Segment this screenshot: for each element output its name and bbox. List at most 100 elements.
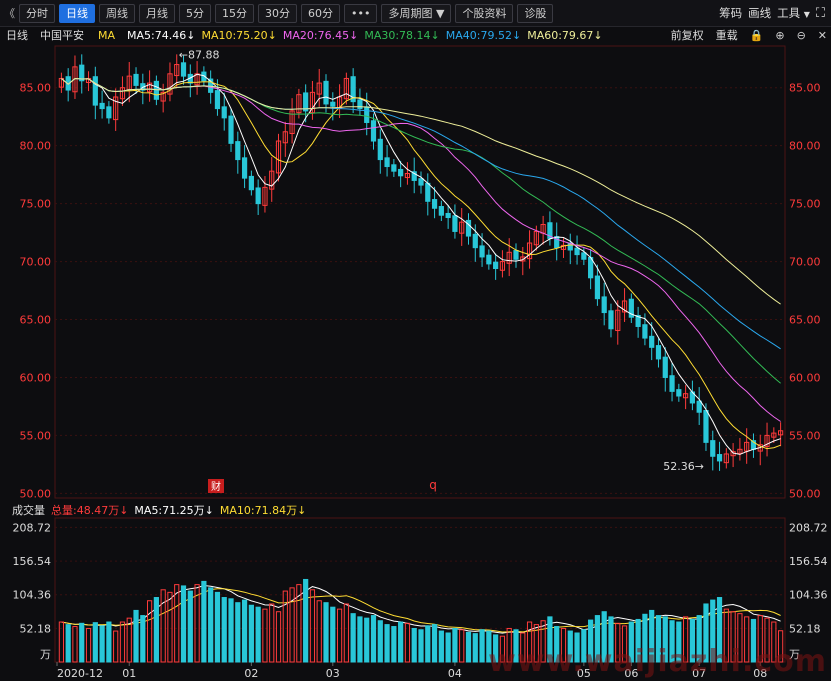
candle-body: [248, 175, 254, 191]
candle-body: [269, 170, 275, 190]
candle-body: [649, 335, 655, 348]
tab-intraday[interactable]: 分时: [19, 3, 55, 23]
candle-body: [167, 73, 173, 95]
volume-bar: [479, 629, 485, 663]
candle-body: [65, 76, 71, 91]
tab-30min[interactable]: 30分: [258, 3, 297, 23]
zoom-in-icon[interactable]: ⊕: [775, 28, 785, 42]
candle-body: [99, 102, 105, 110]
volume-bar: [398, 621, 404, 663]
tab-15min[interactable]: 15分: [215, 3, 254, 23]
candle-body: [554, 236, 560, 249]
price-tick-left: 60.00: [20, 371, 52, 384]
adjust-toggle[interactable]: 前复权: [670, 29, 704, 42]
tab-monthly[interactable]: 月线: [139, 3, 175, 23]
candle-body: [628, 298, 634, 318]
toolbar-right: 筹码 画线 工具 ▼ ⛶: [719, 0, 825, 26]
chart-grid: [54, 45, 786, 663]
price-tick-right: 70.00: [789, 256, 821, 269]
volume-bar: [126, 617, 132, 663]
volume-bar: [208, 587, 214, 663]
candle-body: [208, 78, 214, 93]
close-icon[interactable]: ✕: [817, 28, 827, 42]
candle-body: [757, 444, 763, 452]
zoom-out-icon[interactable]: ⊖: [796, 28, 806, 42]
reload-button[interactable]: 重载: [715, 29, 738, 42]
volume-frame: [54, 517, 786, 663]
volume-bar: [228, 598, 234, 663]
candle-body: [58, 77, 64, 88]
candle-body: [540, 223, 546, 234]
volume-bar: [336, 608, 343, 663]
volume-bar: [262, 608, 268, 663]
legend-right: 前复权 重载 🔒 ⊕ ⊖ ✕: [665, 27, 827, 43]
candle-body: [696, 400, 702, 413]
candle-body: [710, 440, 716, 457]
volume-legend: 成交量 总量:48.47万↓ MA5:71.25万↓ MA10:71.84万↓: [0, 503, 831, 517]
volume-bar: [357, 616, 363, 663]
chips-button[interactable]: 筹码: [719, 6, 743, 20]
volume-bar: [248, 604, 254, 663]
low-annotation: 52.36→: [663, 460, 704, 473]
candle-body: [221, 106, 227, 119]
x-label: 02: [244, 667, 258, 680]
tools-menu[interactable]: 工具 ▼: [777, 5, 810, 21]
volume-bar: [364, 617, 370, 663]
ma5-line: [61, 73, 781, 455]
price-tick-left: 65.00: [20, 314, 52, 327]
candle-body: [323, 80, 329, 105]
volume-bar: [113, 630, 119, 663]
candle-body: [655, 345, 662, 360]
tab-weekly[interactable]: 周线: [99, 3, 135, 23]
volume-bar: [309, 589, 316, 663]
candle-body: [364, 106, 370, 123]
price-tick-left: 55.00: [20, 429, 52, 442]
candle-body: [235, 141, 241, 161]
candle-body: [85, 77, 92, 84]
tab-5min[interactable]: 5分: [179, 3, 211, 23]
ma5-value: MA5:74.46↓: [127, 28, 196, 42]
candle-body: [431, 199, 438, 209]
candle-body: [404, 172, 411, 179]
candle-body: [459, 221, 465, 234]
candle-body: [398, 168, 404, 177]
more-periods-button[interactable]: •••: [344, 3, 378, 23]
candle-body: [438, 206, 444, 216]
double-chevron-left-icon[interactable]: 《: [4, 7, 15, 20]
fullscreen-icon[interactable]: ⛶: [815, 5, 825, 21]
candle-body: [411, 171, 417, 181]
multi-period-dropdown[interactable]: 多周期图 ▼: [381, 3, 452, 23]
volume-bar: [296, 584, 302, 663]
volume-bar: [140, 615, 146, 663]
diagnose-button[interactable]: 诊股: [517, 3, 554, 23]
volume-tick-left: 52.18: [20, 622, 52, 635]
price-tick-right: 60.00: [789, 371, 821, 384]
candle-body: [465, 219, 472, 237]
stock-info-button[interactable]: 个股资料: [455, 3, 514, 23]
lock-icon[interactable]: 🔒: [749, 28, 764, 42]
volume-tick-right: 104.36: [789, 589, 828, 602]
candle-body: [384, 157, 390, 168]
candle-body: [350, 76, 356, 103]
tab-60min[interactable]: 60分: [301, 3, 340, 23]
ma-label[interactable]: MA: [98, 28, 116, 42]
candle-body: [581, 252, 587, 260]
candle-body: [506, 251, 512, 264]
candle-body: [228, 115, 234, 144]
volume-bar: [316, 600, 322, 663]
x-label: 01: [122, 667, 136, 680]
volume-bar: [282, 590, 288, 663]
candle-body: [140, 83, 146, 91]
caret-down-icon: ▼: [435, 6, 445, 20]
volume-bar: [404, 622, 411, 663]
drawing-button[interactable]: 画线: [748, 6, 772, 20]
volume-bar: [275, 611, 282, 663]
candle-body: [72, 66, 78, 93]
candle-body: [296, 94, 302, 114]
volume-bar: [160, 589, 166, 663]
tab-daily[interactable]: 日线: [59, 3, 95, 23]
candle-body: [119, 87, 126, 100]
price-tick-left: 75.00: [20, 198, 52, 211]
candle-body: [662, 356, 668, 378]
